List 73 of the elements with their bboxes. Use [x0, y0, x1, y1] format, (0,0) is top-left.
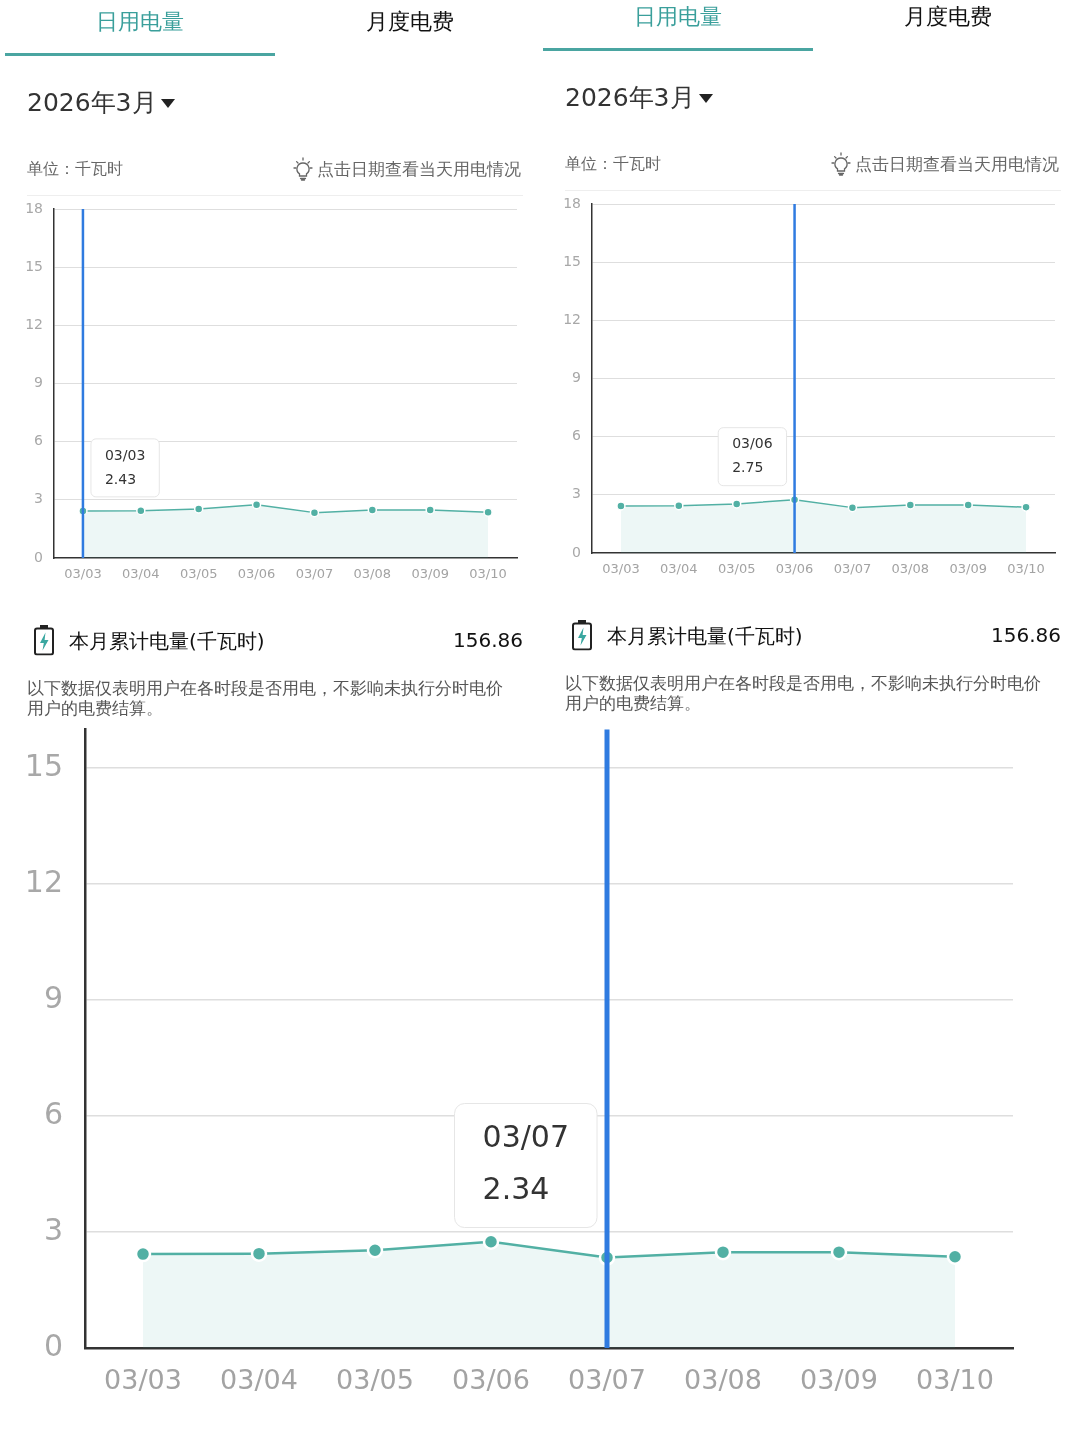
x-tick-label: 03/04 — [660, 561, 698, 577]
y-tick-label: 0 — [43, 1327, 63, 1363]
y-tick-label: 12 — [563, 310, 581, 327]
annotation: 03/07 — [482, 1119, 570, 1155]
x-tick-label: 03/06 — [237, 566, 276, 582]
point — [731, 499, 742, 509]
x-tick-label: 03/05 — [179, 566, 218, 582]
text: 本月累计电量(千瓦时) — [69, 628, 265, 652]
x-tick-label: 03/04 — [122, 566, 160, 582]
x-tick-label: 03/08 — [353, 566, 392, 582]
y-tick-label: 0 — [34, 548, 43, 565]
annotation: 03/03 — [104, 446, 146, 463]
text: 156.86 — [453, 628, 523, 652]
y-tick-label: 6 — [43, 1095, 63, 1131]
y-tick-label: 15 — [25, 257, 43, 274]
text: 点击日期查看当天用电情况 — [317, 158, 521, 180]
x-tick-label: 03/09 — [800, 1364, 878, 1396]
y-tick-label: 12 — [24, 863, 63, 899]
text: 以下数据仅表明用户在各时段是否用电，不影响未执行分时电价用户的电费结算。 — [27, 678, 504, 718]
annotation: 2.34 — [482, 1171, 550, 1207]
y-tick-label: 3 — [34, 490, 43, 507]
text: 月度电费 — [366, 8, 454, 36]
text: 点击日期查看当天用电情况 — [855, 153, 1059, 175]
chart-title: 2026年3月 — [27, 88, 157, 118]
x-tick-label: 03/06 — [452, 1364, 530, 1396]
y-axis-title: 单位：千瓦时 — [27, 159, 123, 179]
x-tick-label: 03/07 — [833, 561, 872, 577]
text: 日用电量 — [96, 8, 184, 36]
x-tick-label: 03/10 — [916, 1364, 994, 1396]
point — [193, 504, 204, 514]
text: 本月累计电量(千瓦时) — [607, 623, 803, 647]
y-tick-label: 9 — [572, 369, 581, 386]
x-tick-label: 03/03 — [64, 566, 102, 582]
y-axis-title: 单位：千瓦时 — [565, 154, 661, 174]
y-tick-label: 12 — [25, 315, 43, 332]
x-tick-label: 03/05 — [336, 1364, 414, 1396]
y-tick-label: 3 — [572, 485, 581, 502]
x-tick-label: 03/04 — [220, 1364, 298, 1396]
y-tick-label: 9 — [34, 374, 43, 391]
x-tick-label: 03/03 — [602, 561, 640, 577]
x-tick-label: 03/10 — [469, 566, 507, 582]
y-tick-label: 18 — [563, 194, 581, 211]
point — [425, 505, 435, 515]
text: 月度电费 — [904, 3, 992, 31]
x-tick-label: 03/03 — [104, 1364, 182, 1396]
x-tick-label: 03/09 — [411, 566, 449, 582]
annotation: 03/06 — [732, 435, 773, 452]
text: 156.86 — [991, 623, 1061, 647]
point — [905, 500, 916, 510]
point — [963, 500, 973, 510]
x-tick-label: 03/06 — [775, 561, 814, 577]
y-tick-label: 6 — [572, 427, 582, 444]
y-tick-label: 9 — [43, 979, 63, 1015]
text: 日用电量 — [634, 3, 722, 31]
point — [367, 505, 378, 515]
y-tick-label: 6 — [34, 432, 44, 449]
x-tick-label: 03/08 — [684, 1364, 762, 1396]
x-tick-label: 03/05 — [717, 561, 756, 577]
x-tick-label: 03/10 — [1007, 561, 1045, 577]
y-tick-label: 3 — [43, 1211, 63, 1247]
y-tick-label: 18 — [25, 199, 43, 216]
annotation: 2.43 — [104, 470, 137, 487]
y-tick-label: 0 — [572, 543, 581, 560]
x-tick-label: 03/07 — [295, 566, 334, 582]
chart-title: 2026年3月 — [565, 83, 695, 113]
x-tick-label: 03/09 — [949, 561, 987, 577]
y-tick-label: 15 — [563, 252, 581, 269]
point — [616, 501, 626, 511]
annotation: 2.75 — [732, 459, 764, 476]
x-tick-label: 03/07 — [568, 1364, 646, 1396]
x-tick-label: 03/08 — [891, 561, 930, 577]
y-tick-label: 15 — [24, 747, 63, 783]
text: 以下数据仅表明用户在各时段是否用电，不影响未执行分时电价用户的电费结算。 — [565, 673, 1042, 713]
